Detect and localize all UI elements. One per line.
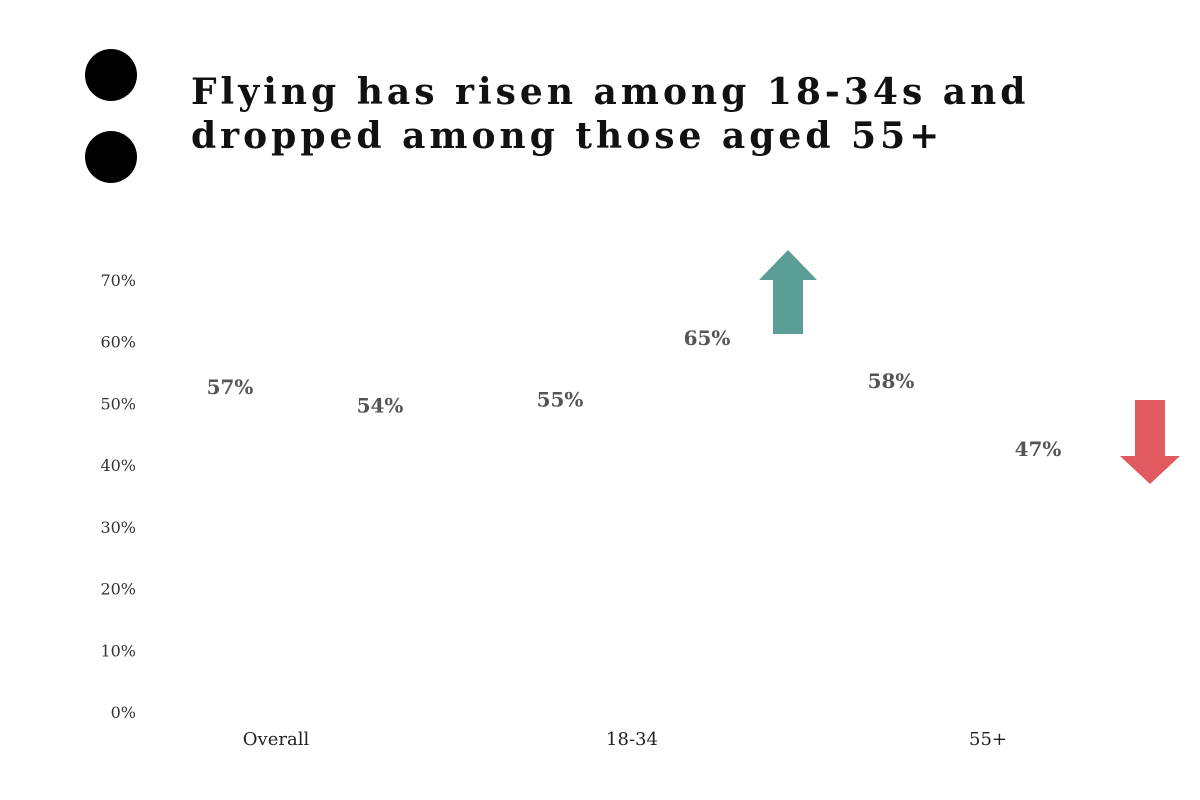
y-tick-label: 10% xyxy=(100,641,136,660)
arrow-up-icon xyxy=(759,250,817,334)
data-label: 47% xyxy=(1015,437,1062,461)
x-category-label: 18-34 xyxy=(606,729,658,750)
x-category-label: Overall xyxy=(243,729,310,750)
y-tick-label: 30% xyxy=(100,518,136,537)
arrow-down-icon xyxy=(1120,400,1180,484)
chart-title: Flying has risen among 18-34s and droppe… xyxy=(191,70,1071,158)
bullet-dot-icon xyxy=(85,131,137,183)
y-tick-label: 40% xyxy=(100,456,136,475)
data-label: 65% xyxy=(684,326,731,350)
chart-title-line-2: dropped among those aged 55+ xyxy=(191,115,944,157)
chart-title-line-1: Flying has risen among 18-34s and xyxy=(191,71,1030,113)
x-category-label: 55+ xyxy=(969,729,1007,750)
data-label: 55% xyxy=(537,388,584,412)
y-tick-label: 50% xyxy=(100,394,136,413)
data-label: 57% xyxy=(207,375,254,399)
data-label: 58% xyxy=(868,369,915,393)
y-tick-label: 70% xyxy=(100,271,136,290)
bullet-dot-icon xyxy=(85,49,137,101)
y-tick-label: 60% xyxy=(100,333,136,352)
y-tick-label: 20% xyxy=(100,580,136,599)
data-label: 54% xyxy=(357,394,404,418)
y-tick-label: 0% xyxy=(111,703,136,722)
